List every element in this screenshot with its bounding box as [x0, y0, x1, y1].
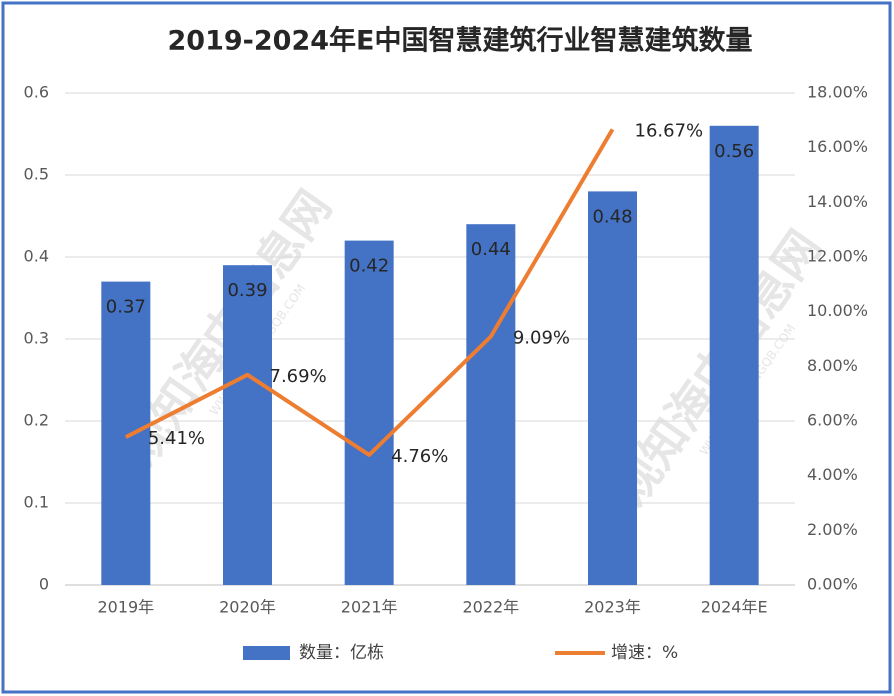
y2-tick-label: 0.00%	[807, 575, 858, 594]
x-tick-label: 2023年	[584, 598, 641, 617]
y2-tick-label: 6.00%	[807, 411, 858, 430]
legend-label: 增速：%	[611, 643, 678, 663]
data-label: 0.39	[227, 280, 267, 301]
y2-tick-label: 2.00%	[807, 520, 858, 539]
x-tick-label: 2022年	[462, 598, 519, 617]
data-label: 9.09%	[513, 328, 570, 349]
y-tick-label: 0.3	[24, 329, 49, 348]
data-label: 7.69%	[270, 366, 327, 387]
bar	[709, 125, 759, 586]
y2-tick-label: 18.00%	[807, 83, 868, 102]
bar	[588, 191, 637, 585]
data-label: 4.76%	[391, 446, 448, 467]
data-label: 16.67%	[635, 120, 704, 141]
legend-label: 数量：亿栋	[299, 643, 384, 663]
x-tick-label: 2020年	[219, 598, 276, 617]
data-label: 5.41%	[148, 428, 205, 449]
data-label: 0.37	[106, 297, 146, 318]
data-label: 0.42	[349, 256, 389, 277]
x-tick-label: 2019年	[97, 598, 154, 617]
x-tick-label: 2024年E	[701, 598, 768, 617]
bar	[223, 265, 272, 585]
data-label: 0.56	[714, 141, 754, 162]
y-tick-label: 0	[39, 575, 49, 594]
legend-swatch	[243, 646, 290, 660]
y2-tick-label: 14.00%	[807, 192, 868, 211]
data-label: 0.48	[592, 206, 632, 227]
y-tick-label: 0.4	[24, 247, 49, 266]
y-tick-label: 0.6	[24, 83, 49, 102]
y2-tick-label: 10.00%	[807, 301, 868, 320]
bar	[101, 281, 151, 585]
line	[124, 128, 615, 457]
x-tick-label: 2021年	[341, 598, 398, 617]
y2-tick-label: 8.00%	[807, 356, 858, 375]
bar	[344, 240, 394, 585]
chart-title: 2019-2024年E中国智慧建筑行业智慧建筑数量	[168, 25, 753, 57]
bar	[466, 224, 516, 585]
y-tick-label: 0.1	[24, 493, 49, 512]
y2-tick-label: 12.00%	[807, 247, 868, 266]
y-tick-label: 0.5	[24, 165, 49, 184]
data-label: 0.44	[471, 239, 511, 260]
y2-tick-label: 16.00%	[807, 137, 868, 156]
y2-tick-label: 4.00%	[807, 465, 858, 484]
y-tick-label: 0.2	[24, 411, 49, 430]
